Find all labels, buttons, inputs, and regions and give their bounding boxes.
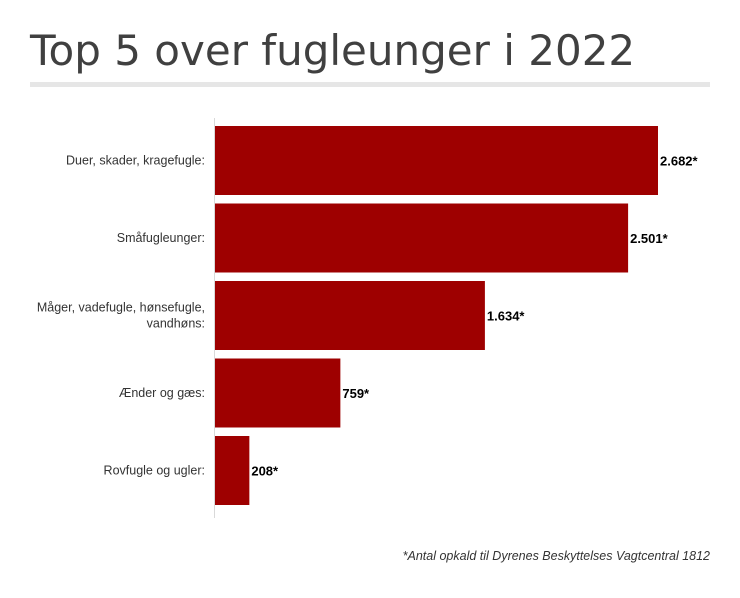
value-label-1: 2.501* — [630, 231, 669, 246]
value-label-3: 759* — [342, 386, 370, 401]
category-label-3: Ænder og gæs: — [119, 386, 205, 400]
category-label-0: Duer, skader, kragefugle: — [66, 154, 205, 168]
category-label-2: Måger, vadefugle, hønsefugle, vandhøns: — [37, 301, 205, 331]
bar-4 — [215, 436, 250, 505]
source-footnote: *Antal opkald til Dyrenes Beskyttelses V… — [402, 549, 710, 563]
value-label-0: 2.682* — [660, 154, 699, 169]
title-divider — [30, 82, 710, 87]
bar-1 — [215, 203, 629, 273]
bars-group — [215, 126, 658, 505]
value-labels-group: 2.682* 2.501* 1.634* 759* 208* — [251, 154, 698, 479]
bar-2 — [215, 281, 485, 350]
category-labels-group: Duer, skader, kragefugle: Småfugleunger: M… — [37, 154, 205, 478]
value-label-2: 1.634* — [487, 309, 526, 324]
chart-title: Top 5 over fugleunger i 2022 — [30, 26, 636, 75]
category-label-1: Småfugleunger: — [117, 231, 205, 245]
value-label-4: 208* — [251, 464, 279, 479]
category-label-4: Rovfugle og ugler: — [104, 464, 205, 478]
bar-0 — [215, 126, 658, 195]
bar-3 — [215, 358, 341, 428]
